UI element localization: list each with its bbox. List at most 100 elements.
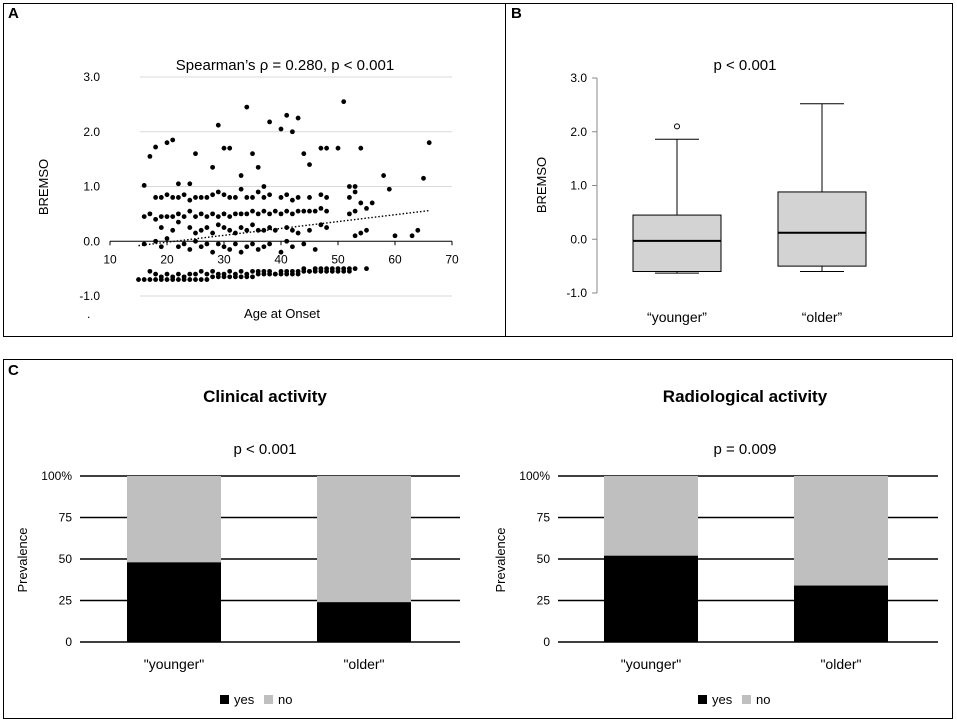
scatter-point [221,225,227,230]
box-y-tick-label: -1.0 [566,286,587,300]
scatter-point [210,268,216,274]
box-category-label: “older” [802,309,843,325]
scatter-point [318,206,324,211]
scatter-point [238,173,244,178]
scatter-point [409,233,415,239]
c1-category-label: "younger" [144,656,205,672]
scatter-y-tick-label: 0.0 [83,234,100,248]
box-y-tick-label: 2.0 [570,125,587,139]
scatter-point [141,277,147,282]
box-chart: p < 0.001 -1.0 0.0 1.0 2.0 3.0 “younger” “old… [534,57,867,325]
box-plots [632,103,867,274]
c1-y-tick-label: 75 [59,511,73,525]
scatter-point [261,244,267,250]
c1-legend-no-swatch [264,695,273,704]
scatter-point [164,214,170,220]
scatter-point [267,241,272,247]
scatter-point [358,145,364,151]
scatter-point [141,214,147,220]
scatter-point [204,271,210,277]
scatter-point [255,211,261,217]
scatter-point [250,208,255,214]
scatter-point [250,274,255,280]
scatter-point [210,249,216,255]
scatter-point [301,241,307,247]
scatter-point [426,140,432,146]
scatter-point [261,271,267,277]
scatter-point [158,225,164,230]
scatter-title: Spearman’s ρ = 0.280, p < 0.001 [176,57,394,74]
scatter-y-ticks: -1.0 0.0 1.0 2.0 3.0 [79,70,100,303]
c2-y-tick-label: 100% [519,469,550,483]
scatter-x-tick-label: 10 [103,252,117,266]
scatter-point [170,214,176,220]
scatter-y-tick-label: 2.0 [83,125,100,139]
scatter-point [198,211,204,217]
scatter-y-axis-title: BREMSO [36,159,51,215]
scatter-y-tick-label: 1.0 [83,180,100,194]
scatter-point [421,175,426,181]
c2-legend-no-label: no [756,692,770,707]
scatter-point [272,271,278,277]
scatter-point [210,211,216,217]
radiological-legend: yes no [698,692,770,707]
radiological-y-axis-title: Prevalence [493,527,508,592]
scatter-point [170,195,176,200]
scatter-point [238,274,244,280]
scatter-point [255,227,261,233]
scatter-point [278,195,284,200]
scatter-point [181,214,187,220]
scatter-point [153,277,159,282]
clinical-title: Clinical activity [203,387,327,406]
scatter-point [215,189,221,195]
c1-y-tick-label: 0 [65,635,72,649]
box-y-tick-label: 0.0 [570,232,587,246]
scatter-point [147,268,153,274]
scatter-point [227,274,233,280]
scatter-point [215,274,221,280]
scatter-point [290,227,295,233]
c1-y-tick-label: 100% [41,469,72,483]
scatter-point [170,227,176,233]
scatter-point [227,268,233,274]
scatter-point [284,192,290,198]
c2-y-tick-label: 50 [537,552,551,566]
scatter-point [158,214,164,220]
scatter-point [312,247,318,252]
scatter-y-tick-label: 3.0 [83,70,100,84]
c2-bar-yes [794,585,888,642]
scatter-point [193,214,198,220]
scatter-point [255,189,261,195]
box-iqr [632,214,722,272]
scatter-point [301,208,307,214]
scatter-point [250,241,255,247]
c1-bar-yes [317,602,411,642]
scatter-point [284,208,290,214]
scatter-point [352,184,358,189]
c2-y-tick-label: 25 [537,594,551,608]
box-axes [592,77,598,294]
scatter-point [187,247,193,252]
panel-a-letter: A [8,5,19,22]
c2-bar-no [794,476,888,586]
panel-b-letter: B [511,5,522,22]
scatter-point [290,244,295,250]
radiological-title: Radiological activity [663,387,828,406]
scatter-point [164,271,170,277]
scatter-point [221,192,227,198]
scatter-points [136,99,432,282]
scatter-point [181,277,187,282]
scatter-point [181,241,187,247]
scatter-point [147,277,153,282]
scatter-point [141,183,147,188]
scatter-point [272,208,278,214]
scatter-point [415,227,421,233]
panel-b-frame [505,3,953,337]
scatter-point [198,244,204,250]
scatter-y-tick-label: -1.0 [79,289,100,303]
scatter-point [153,144,159,150]
scatter-point [318,192,324,198]
c2-category-label: "younger" [621,656,682,672]
panel-c-letter: C [8,362,19,379]
scatter-point [176,181,181,187]
